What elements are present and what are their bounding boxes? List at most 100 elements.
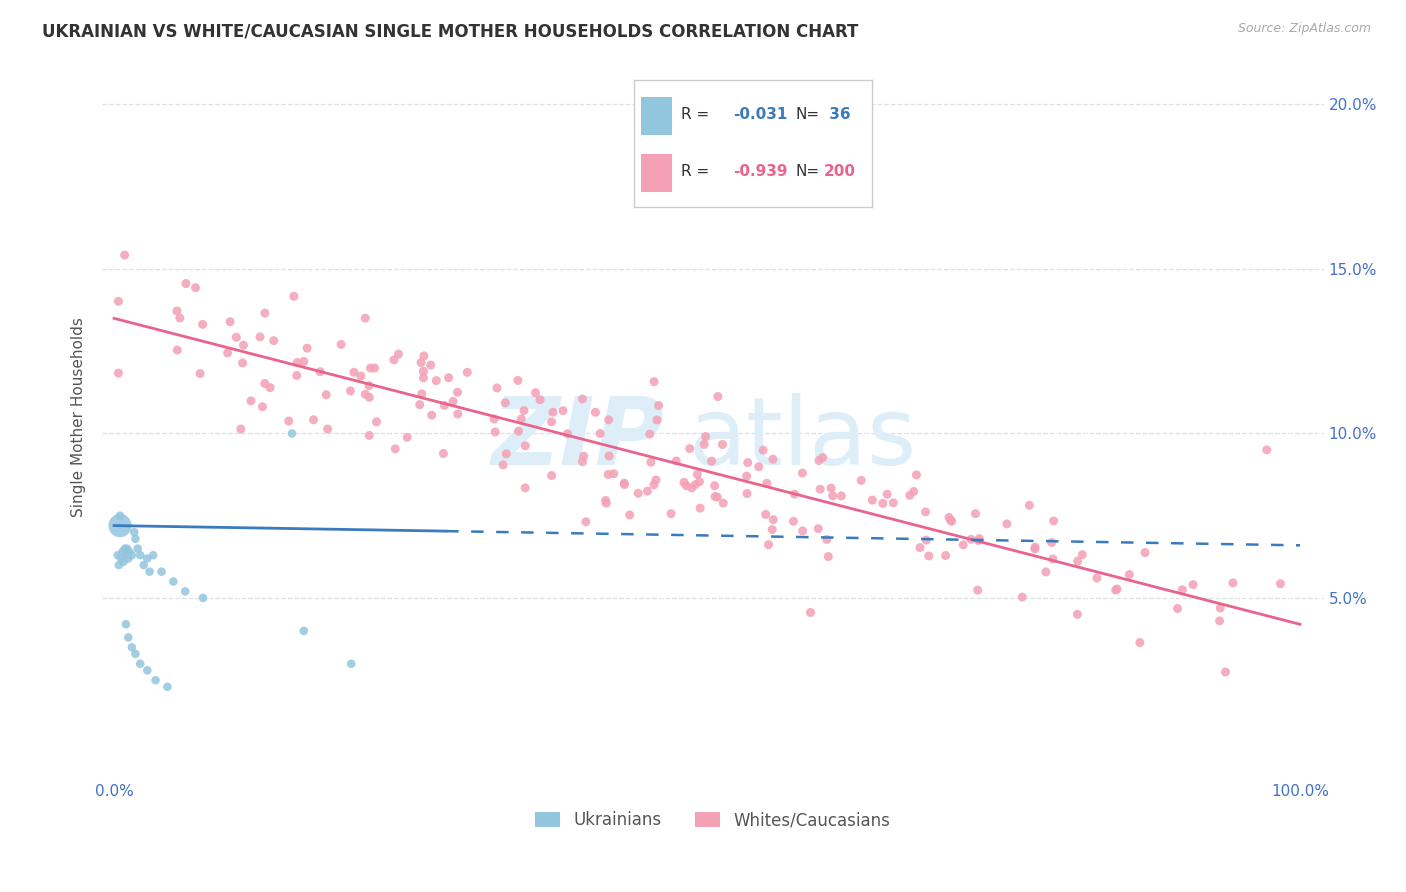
Point xyxy=(685,477,707,491)
Point xyxy=(1256,442,1278,457)
Point xyxy=(782,514,804,528)
Point xyxy=(1024,541,1046,556)
Point xyxy=(277,414,299,428)
Point xyxy=(882,496,904,510)
Point xyxy=(693,437,716,451)
Point xyxy=(647,399,669,413)
Point xyxy=(966,583,988,598)
Point xyxy=(636,484,658,499)
Point xyxy=(315,388,337,402)
Point xyxy=(960,533,983,547)
Point xyxy=(1209,601,1232,615)
Point xyxy=(295,341,318,355)
Point xyxy=(939,513,962,527)
Point xyxy=(225,330,247,344)
Point xyxy=(191,591,214,605)
Point xyxy=(619,508,641,522)
Point xyxy=(689,475,711,489)
Point xyxy=(132,558,155,572)
Point xyxy=(1066,607,1088,622)
Point xyxy=(447,407,470,421)
Point xyxy=(571,392,593,406)
Point xyxy=(908,541,931,555)
Point xyxy=(285,355,308,369)
Point xyxy=(898,488,921,502)
Text: atlas: atlas xyxy=(689,392,917,484)
Point xyxy=(108,558,131,572)
Point xyxy=(339,384,361,398)
Point xyxy=(815,533,838,547)
Point xyxy=(665,454,688,468)
Point xyxy=(752,443,775,458)
Point xyxy=(433,399,456,413)
Point xyxy=(598,413,620,427)
Point xyxy=(485,381,508,395)
Point xyxy=(515,439,537,453)
Point xyxy=(860,493,883,508)
Point xyxy=(263,334,285,348)
Point xyxy=(595,493,617,508)
Point xyxy=(903,484,925,499)
Point xyxy=(761,523,783,537)
Point xyxy=(513,403,536,417)
Point xyxy=(138,565,160,579)
Point xyxy=(309,365,332,379)
Point xyxy=(1042,552,1064,566)
Point xyxy=(409,398,432,412)
Point xyxy=(792,524,814,538)
Point xyxy=(382,353,405,368)
Point xyxy=(762,513,785,527)
Point xyxy=(1118,567,1140,582)
Point xyxy=(758,538,780,552)
Y-axis label: Single Mother Households: Single Mother Households xyxy=(72,317,86,517)
Point xyxy=(817,549,839,564)
Point xyxy=(918,549,941,563)
Point xyxy=(575,515,598,529)
Point xyxy=(169,310,191,325)
Point xyxy=(686,467,709,482)
Point xyxy=(419,358,441,372)
Point xyxy=(188,367,211,381)
Point xyxy=(700,454,723,468)
Point xyxy=(1215,665,1237,679)
Point xyxy=(412,364,434,378)
Point xyxy=(232,356,254,370)
Point xyxy=(645,413,668,427)
Point xyxy=(136,551,159,566)
Point xyxy=(191,318,214,332)
Point xyxy=(811,450,834,465)
Point xyxy=(572,449,595,463)
Point xyxy=(412,349,434,363)
Point xyxy=(540,415,562,429)
Point xyxy=(1129,635,1152,649)
Point xyxy=(432,446,454,460)
Point xyxy=(659,507,682,521)
Point xyxy=(114,248,136,262)
Point xyxy=(755,476,778,491)
Point xyxy=(706,490,728,504)
Point xyxy=(524,385,547,400)
Point xyxy=(1035,565,1057,579)
Point xyxy=(638,427,661,442)
Point xyxy=(117,631,139,645)
Point xyxy=(124,647,146,661)
Point xyxy=(969,532,991,546)
Point xyxy=(350,369,373,384)
Point xyxy=(830,489,852,503)
Point xyxy=(229,422,252,436)
Point xyxy=(129,548,152,562)
Point xyxy=(529,392,551,407)
Point xyxy=(595,496,617,510)
Point xyxy=(166,304,188,318)
Point xyxy=(1105,582,1128,596)
Point xyxy=(441,394,464,409)
Point xyxy=(965,507,987,521)
Point xyxy=(456,365,478,379)
Point xyxy=(127,541,149,556)
Point xyxy=(145,673,167,688)
Point xyxy=(121,548,143,562)
Text: UKRAINIAN VS WHITE/CAUCASIAN SINGLE MOTHER HOUSEHOLDS CORRELATION CHART: UKRAINIAN VS WHITE/CAUCASIAN SINGLE MOTH… xyxy=(42,22,859,40)
Point xyxy=(387,347,409,361)
Point xyxy=(613,477,636,491)
Point xyxy=(938,510,960,524)
